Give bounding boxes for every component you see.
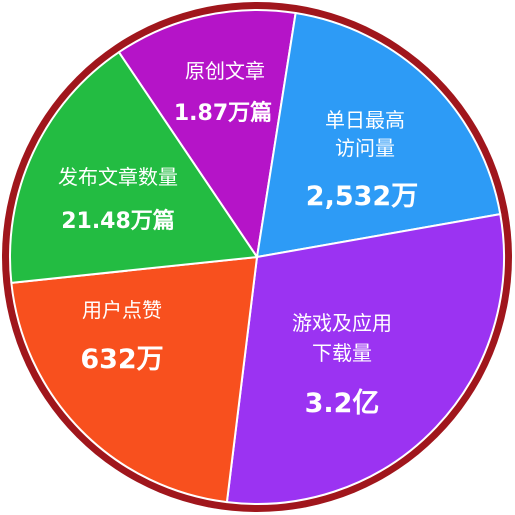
pie-labels: 原创文章 1.87万篇 单日最高 访问量 2,532万 游戏及应用 下载量 3.…	[58, 59, 418, 419]
slice-peak-daily-visits	[256, 12, 502, 258]
slice-downloads	[225, 213, 505, 505]
slice-value-published-articles: 21.48万篇	[61, 208, 175, 234]
slice-value-user-likes: 632万	[80, 344, 163, 375]
pie-slices	[8, 9, 505, 505]
slice-label-original-articles: 原创文章	[185, 59, 265, 83]
slice-label-downloads-line1: 游戏及应用	[292, 311, 392, 335]
slice-user-likes	[10, 256, 258, 504]
slice-label-user-likes: 用户点赞	[82, 298, 162, 322]
slice-value-downloads: 3.2亿	[305, 388, 380, 419]
slice-label-peak-daily-visits-line1: 单日最高	[325, 108, 405, 132]
slice-original-articles	[117, 9, 297, 258]
slice-label-downloads-line2: 下载量	[312, 341, 372, 365]
slice-value-original-articles: 1.87万篇	[174, 100, 272, 126]
slice-value-peak-daily-visits: 2,532万	[306, 181, 418, 212]
slice-label-peak-daily-visits-line2: 访问量	[335, 136, 395, 160]
slice-published-articles	[8, 51, 258, 284]
slice-label-published-articles: 发布文章数量	[58, 165, 178, 189]
